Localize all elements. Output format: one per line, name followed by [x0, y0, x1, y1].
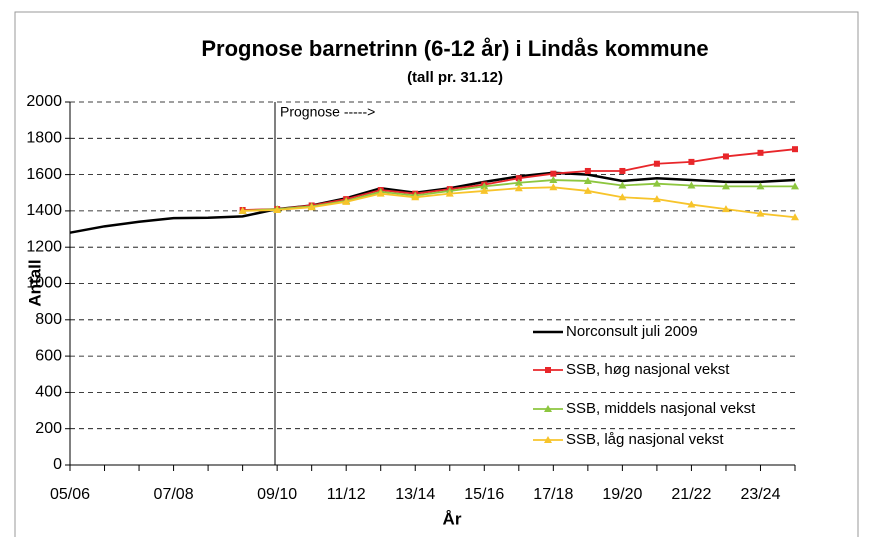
- y-tick-label: 200: [35, 420, 62, 437]
- marker: [549, 176, 558, 184]
- y-tick-label: 800: [35, 311, 62, 328]
- marker: [307, 203, 316, 211]
- marker: [376, 189, 385, 197]
- frame: [14, 11, 859, 537]
- marker: [756, 182, 765, 190]
- marker: [545, 367, 551, 373]
- marker: [619, 167, 626, 174]
- marker: [791, 182, 799, 190]
- marker: [652, 179, 661, 187]
- marker: [792, 146, 798, 153]
- marker: [722, 153, 729, 160]
- marker: [514, 178, 523, 186]
- y-tick-label: 0: [53, 456, 62, 473]
- y-axis-title: Antall: [25, 259, 44, 306]
- x-tick-label: 21/22: [671, 486, 711, 503]
- chart-title: Prognose barnetrinn (6-12 år) i Lindås k…: [201, 36, 708, 61]
- marker: [544, 436, 552, 443]
- y-tick-label: 600: [35, 347, 62, 364]
- y-tick-label: 1600: [26, 166, 62, 183]
- x-tick-label: 13/14: [395, 486, 435, 503]
- marker: [721, 205, 730, 213]
- legend-label: SSB, låg nasjonal vekst: [566, 431, 724, 448]
- marker: [514, 184, 523, 192]
- marker: [721, 182, 730, 190]
- legend-label-box: SSB, middels nasjonal vekst: [566, 400, 756, 417]
- marker: [480, 186, 489, 194]
- marker: [756, 209, 765, 217]
- marker: [544, 405, 552, 412]
- x-tick-label: 11/12: [327, 486, 366, 503]
- legend-label: Norconsult juli 2009: [566, 323, 698, 340]
- marker: [515, 175, 522, 182]
- legend-label-box: SSB, låg nasjonal vekst: [566, 431, 724, 448]
- marker: [238, 206, 247, 214]
- marker: [273, 205, 282, 213]
- legend-label-box: SSB, høg nasjonal vekst: [566, 361, 730, 378]
- legend-label: SSB, høg nasjonal vekst: [566, 361, 730, 378]
- marker: [688, 158, 695, 165]
- marker: [687, 181, 696, 189]
- marker: [791, 213, 799, 221]
- y-tick-label: 1800: [26, 130, 62, 147]
- marker: [618, 193, 627, 201]
- legend-label: SSB, middels nasjonal vekst: [566, 400, 756, 417]
- y-tick-label: 1000: [26, 275, 62, 292]
- marker: [549, 183, 558, 191]
- marker: [480, 182, 489, 190]
- x-tick-label: 05/06: [50, 486, 90, 503]
- y-tick-label: 400: [35, 384, 62, 401]
- marker: [653, 160, 660, 167]
- x-tick-label: 23/24: [740, 486, 780, 503]
- annotation: Prognose ----->: [280, 104, 375, 120]
- marker: [757, 149, 764, 156]
- marker: [618, 181, 627, 189]
- marker: [652, 195, 661, 203]
- marker: [584, 167, 591, 174]
- line-series: [69, 171, 796, 234]
- x-axis-title: År: [443, 509, 462, 528]
- x-tick-label: 15/16: [464, 486, 504, 503]
- legend-label-box: Norconsult juli 2009: [566, 323, 698, 340]
- x-tick-label: 19/20: [602, 486, 642, 503]
- marker: [687, 200, 696, 208]
- marker: [411, 193, 420, 201]
- marker: [550, 170, 557, 177]
- x-tick-label: 17/18: [533, 486, 573, 503]
- marker: [583, 186, 592, 194]
- chart-subtitle: (tall pr. 31.12): [407, 69, 503, 86]
- marker: [342, 197, 351, 205]
- x-tick-label: 07/08: [154, 486, 194, 503]
- marker: [445, 189, 454, 197]
- x-tick-label: 09/10: [257, 486, 297, 503]
- y-tick-label: 1400: [26, 202, 62, 219]
- y-tick-label: 2000: [26, 93, 62, 110]
- marker: [583, 176, 592, 184]
- y-tick-label: 1200: [26, 238, 62, 255]
